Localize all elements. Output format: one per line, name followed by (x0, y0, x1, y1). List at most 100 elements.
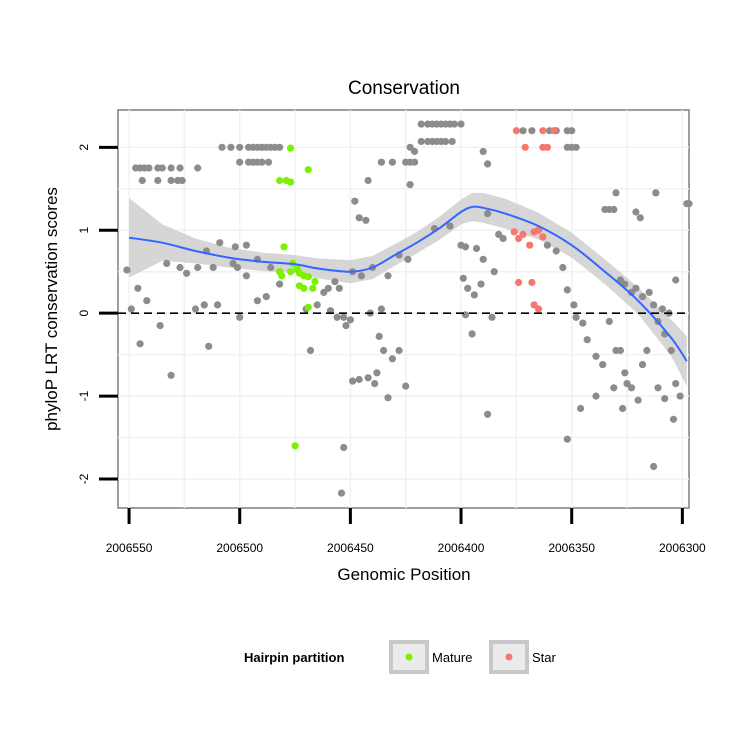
point-other (616, 346, 625, 355)
point-other (373, 369, 381, 377)
point-other (411, 158, 419, 166)
point-other (477, 280, 485, 288)
point-other (627, 384, 636, 392)
point-other (672, 276, 680, 284)
point-other (388, 355, 396, 363)
point-other (200, 301, 208, 309)
point-other (654, 384, 662, 392)
point-other (364, 374, 372, 382)
point-other (468, 330, 476, 338)
point-other (592, 352, 600, 360)
point-star (521, 143, 529, 151)
point-other (276, 143, 284, 151)
point-other (484, 210, 492, 218)
point-other (331, 278, 339, 286)
point-other (218, 143, 226, 151)
point-other (417, 120, 425, 128)
point-mature (291, 442, 299, 450)
point-star (539, 233, 547, 241)
y-tick-label: -2 (77, 473, 91, 484)
y-axis-ticks: -2 -1 0 1 2 (77, 144, 118, 484)
point-other (461, 243, 470, 251)
point-other (364, 176, 372, 185)
point-other (340, 443, 348, 452)
point-other (610, 205, 618, 214)
point-other (371, 380, 379, 388)
point-other (479, 255, 487, 263)
point-other (472, 244, 481, 253)
point-other (333, 313, 341, 321)
point-other (563, 435, 571, 443)
point-other (404, 255, 412, 263)
point-other (384, 394, 392, 402)
point-other (599, 361, 607, 369)
point-other (388, 158, 396, 166)
point-other (411, 147, 419, 156)
x-axis-ticks: 2006550 2006500 2006450 2006400 2006350 20063… (106, 508, 706, 555)
confidence-ribbon (129, 192, 687, 387)
point-star (534, 226, 543, 234)
x-tick-label: 2006400 (438, 541, 485, 555)
point-star (515, 278, 523, 287)
point-star (519, 230, 527, 238)
point-star (539, 127, 547, 135)
point-other (163, 259, 171, 267)
point-other (136, 340, 144, 348)
y-tick-label: -1 (77, 390, 91, 401)
point-other (176, 263, 184, 272)
point-other (167, 164, 175, 172)
point-other (559, 263, 567, 272)
point-other (349, 377, 357, 385)
point-other (127, 305, 135, 313)
point-other (676, 392, 684, 400)
x-axis-label: Genomic Position (337, 565, 470, 584)
point-other (442, 137, 450, 146)
point-other (380, 346, 388, 355)
point-other (306, 346, 315, 355)
point-other (619, 404, 627, 413)
point-other (178, 176, 186, 185)
point-mature (304, 166, 312, 174)
point-other (143, 297, 151, 305)
point-other (612, 189, 620, 197)
point-other (643, 346, 651, 355)
point-mature (311, 278, 319, 286)
point-other (242, 241, 250, 249)
point-other (499, 234, 507, 243)
x-tick-label: 2006550 (106, 541, 153, 555)
y-tick-label: 0 (77, 309, 91, 316)
point-other (191, 305, 200, 313)
point-other (346, 316, 354, 324)
point-other (236, 313, 244, 321)
point-other (461, 311, 470, 319)
point-other (355, 375, 363, 384)
point-other (579, 319, 587, 327)
y-tick-label: 1 (77, 227, 91, 234)
point-other (623, 380, 631, 388)
point-other (236, 143, 244, 151)
legend-label-mature: Mature (432, 650, 472, 665)
point-other (583, 336, 591, 344)
legend-marker-star (505, 653, 513, 661)
point-other (236, 158, 244, 166)
point-other (621, 369, 629, 377)
point-other (395, 346, 403, 355)
point-other (158, 164, 166, 172)
point-other (214, 301, 222, 309)
point-other (194, 263, 202, 272)
point-star (534, 305, 543, 313)
point-other (470, 291, 478, 299)
point-other (632, 284, 640, 292)
point-other (209, 263, 217, 272)
point-other (233, 263, 242, 272)
point-other (313, 301, 321, 309)
point-other (570, 301, 578, 309)
legend-marker-mature (405, 653, 413, 661)
point-other (337, 489, 346, 497)
point-other (528, 127, 536, 135)
point-other (563, 286, 571, 294)
point-other (636, 214, 644, 222)
point-other (552, 247, 560, 255)
point-other (406, 181, 414, 189)
confidence-band (129, 192, 687, 387)
